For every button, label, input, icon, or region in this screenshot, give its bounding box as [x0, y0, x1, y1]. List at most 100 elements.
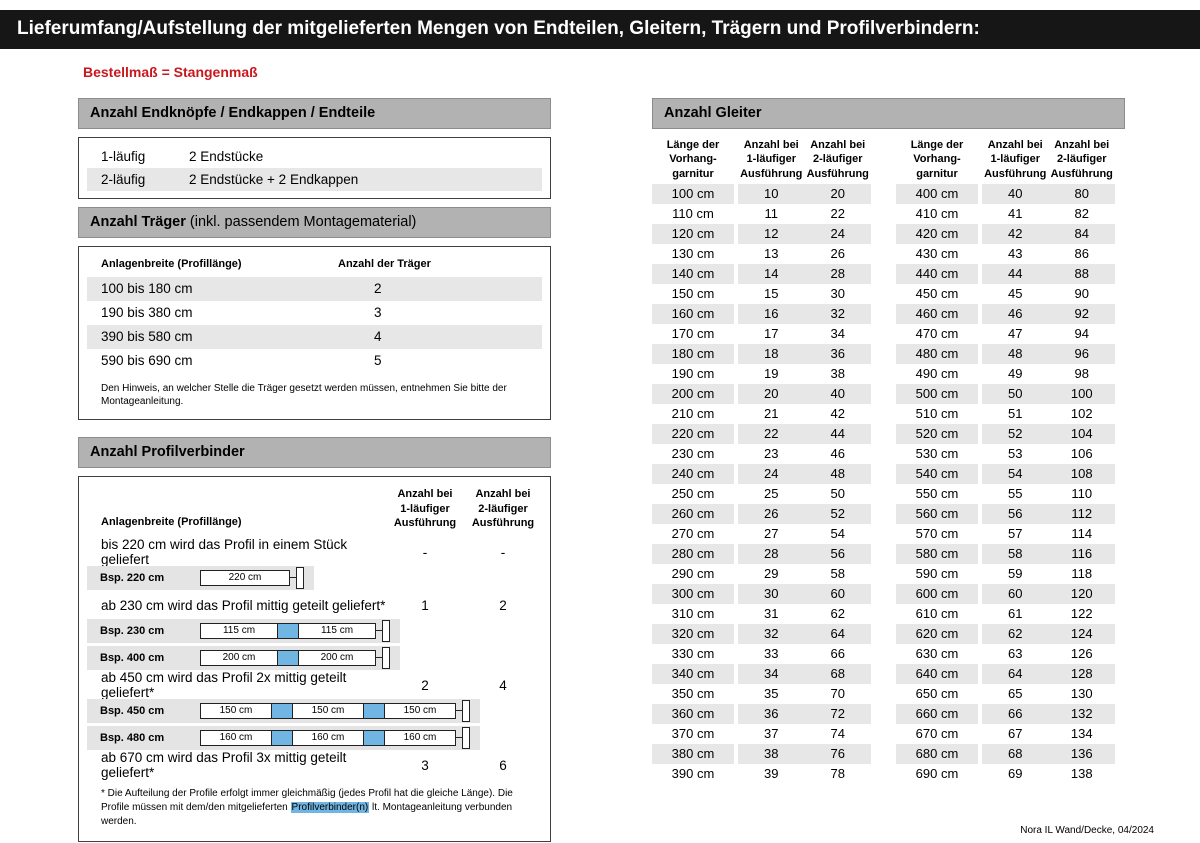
- gleiter-length: 440 cm: [896, 263, 978, 284]
- profile-connector-icon: [363, 729, 385, 746]
- count-2-laeufig: 2: [499, 597, 507, 613]
- gleiter-counts: 64 128: [982, 663, 1115, 684]
- table-row: 570 cm 57 114: [896, 524, 1125, 544]
- gleiter-counts: 53 106: [982, 444, 1115, 464]
- gleiter-counts: 29 58: [738, 564, 871, 584]
- table-row: 100 cm 10 20: [652, 183, 881, 204]
- count-1-laeufig: 41: [1008, 205, 1023, 221]
- column-header-1-laeufig: Anzahl bei 1-läufiger Ausführung: [984, 139, 1047, 180]
- gleiter-length: 570 cm: [915, 525, 959, 541]
- count-1-laeufig: 17: [764, 325, 779, 341]
- gleiter-length: 120 cm: [652, 223, 734, 244]
- count-2-laeufig: 26: [830, 245, 845, 261]
- table-row: 430 cm 43 86: [896, 244, 1125, 264]
- end-piece-icon: [462, 726, 470, 749]
- endteile-table: 1-läufig 2 Endstücke 2-läufig 2 Endstücke +…: [78, 137, 551, 199]
- order-size-note: Bestellmaß = Stangenmaß: [83, 64, 258, 80]
- table-row: 150 cm 15 30: [652, 284, 881, 304]
- profile-bars: 220 cm: [200, 566, 304, 589]
- count-2-laeufig: 128: [1070, 665, 1093, 681]
- count-1-laeufig: 23: [764, 445, 779, 461]
- gleiter-length: 150 cm: [671, 285, 715, 301]
- gleiter-length: 370 cm: [671, 725, 715, 741]
- table-row: 390 cm 39 78: [652, 764, 881, 784]
- table-row: 390 bis 580 cm 4: [87, 325, 542, 349]
- end-piece-line: [376, 630, 382, 632]
- gleiter-length: 160 cm: [652, 303, 734, 324]
- count-1-laeufig: 30: [764, 585, 779, 601]
- count-1-laeufig: 51: [1008, 405, 1023, 421]
- gleiter-counts: 65 130: [982, 684, 1115, 704]
- gleiter-counts: 55 110: [982, 484, 1115, 504]
- profile-rule-text: ab 230 cm wird das Profil mittig geteilt…: [101, 597, 386, 613]
- gleiter-length: 130 cm: [671, 245, 715, 261]
- table-row: 370 cm 37 74: [652, 724, 881, 744]
- section-title-light: (inkl. passendem Montagematerial): [185, 214, 417, 230]
- table-row: 530 cm 53 106: [896, 444, 1125, 464]
- gleiter-counts: 37 74: [738, 724, 871, 744]
- gleiter-length: 390 cm: [671, 765, 715, 781]
- end-piece-line: [456, 710, 462, 712]
- diagram-label: Bsp. 220 cm: [100, 571, 165, 584]
- profile-bars: 200 cm 200 cm: [200, 646, 390, 669]
- gleiter-length: 310 cm: [671, 605, 715, 621]
- table-row: 310 cm 31 62: [652, 604, 881, 624]
- profile-segment: 200 cm: [200, 649, 278, 666]
- profile-segment: 150 cm: [292, 702, 364, 719]
- count-2-laeufig: 34: [830, 325, 845, 341]
- gleiter-counts: 58 116: [982, 543, 1115, 564]
- count-1-laeufig: 54: [1008, 465, 1023, 481]
- profile-rule-text: ab 450 cm wird das Profil 2x mittig gete…: [101, 670, 347, 701]
- count-1-laeufig: 48: [1008, 345, 1023, 361]
- count-1-laeufig: 10: [764, 185, 779, 201]
- diagram-label: Bsp. 450 cm: [100, 704, 165, 717]
- column-header-2-laeufig: Anzahl bei 2-läufiger Ausführung: [806, 139, 869, 180]
- count-2-laeufig: 110: [1071, 485, 1093, 501]
- gleiter-length: 220 cm: [652, 423, 734, 444]
- count-2-laeufig: 58: [830, 565, 845, 581]
- count-2-laeufig: 72: [830, 705, 845, 721]
- table-row: 330 cm 33 66: [652, 644, 881, 664]
- traeger-count: 2: [374, 281, 382, 296]
- gleiter-length: 270 cm: [671, 525, 715, 541]
- gleiter-length: 510 cm: [915, 405, 959, 421]
- count-1-laeufig: 63: [1008, 645, 1023, 661]
- gleiter-counts: 66 132: [982, 703, 1115, 724]
- count-2-laeufig: 134: [1070, 725, 1093, 741]
- count-1-laeufig: 22: [764, 425, 779, 441]
- count-2-laeufig: 30: [830, 285, 845, 301]
- profile-diagram-row: Bsp. 230 cm 115 cm 115 cm: [87, 617, 542, 644]
- gleiter-counts: 62 124: [982, 623, 1115, 644]
- table-row: 650 cm 65 130: [896, 684, 1125, 704]
- gleiter-length: 100 cm: [652, 183, 734, 204]
- count-2-laeufig: 60: [830, 585, 845, 601]
- profile-connector-icon: [271, 729, 293, 746]
- gleiter-counts: 52 104: [982, 423, 1115, 444]
- gleiter-counts: 57 114: [982, 524, 1115, 544]
- diagram-label: Bsp. 480 cm: [100, 731, 165, 744]
- section-header-traeger: Anzahl Träger (inkl. passendem Montagema…: [78, 207, 551, 238]
- gleiter-counts: 22 44: [738, 423, 871, 444]
- profile-rule-row: bis 220 cm wird das Profil in einem Stüc…: [87, 537, 542, 567]
- count-2-laeufig: 130: [1070, 685, 1093, 701]
- count-2-laeufig: 4: [499, 677, 507, 693]
- count-2-laeufig: 46: [830, 445, 845, 461]
- gleiter-rows-1: 100 cm 10 20 110 cm 11 22 120 cm 12 24 130 cm 13 26…: [652, 183, 881, 784]
- gleiter-length: 630 cm: [915, 645, 959, 661]
- table-row: 290 cm 29 58: [652, 564, 881, 584]
- count-1-laeufig: 52: [1008, 425, 1023, 441]
- table-row: 500 cm 50 100: [896, 383, 1125, 404]
- table-row: 540 cm 54 108: [896, 463, 1125, 484]
- count-2-laeufig: 114: [1071, 525, 1093, 541]
- profile-diagram: Bsp. 450 cm 150 cm 150 cm 150 cm: [87, 698, 480, 723]
- profile-diagram-row: Bsp. 400 cm 200 cm 200 cm: [87, 644, 542, 671]
- gleiter-counts: 50 100: [982, 383, 1115, 404]
- count-1-laeufig: 1: [421, 597, 429, 613]
- count-1-laeufig: 67: [1008, 725, 1023, 741]
- gleiter-counts: 30 60: [738, 583, 871, 604]
- gleiter-counts: 56 112: [982, 503, 1115, 524]
- count-1-laeufig: 55: [1008, 485, 1023, 501]
- gleiter-length: 190 cm: [671, 365, 715, 381]
- gleiter-length: 250 cm: [671, 485, 715, 501]
- profile-bars: 115 cm 115 cm: [200, 619, 390, 642]
